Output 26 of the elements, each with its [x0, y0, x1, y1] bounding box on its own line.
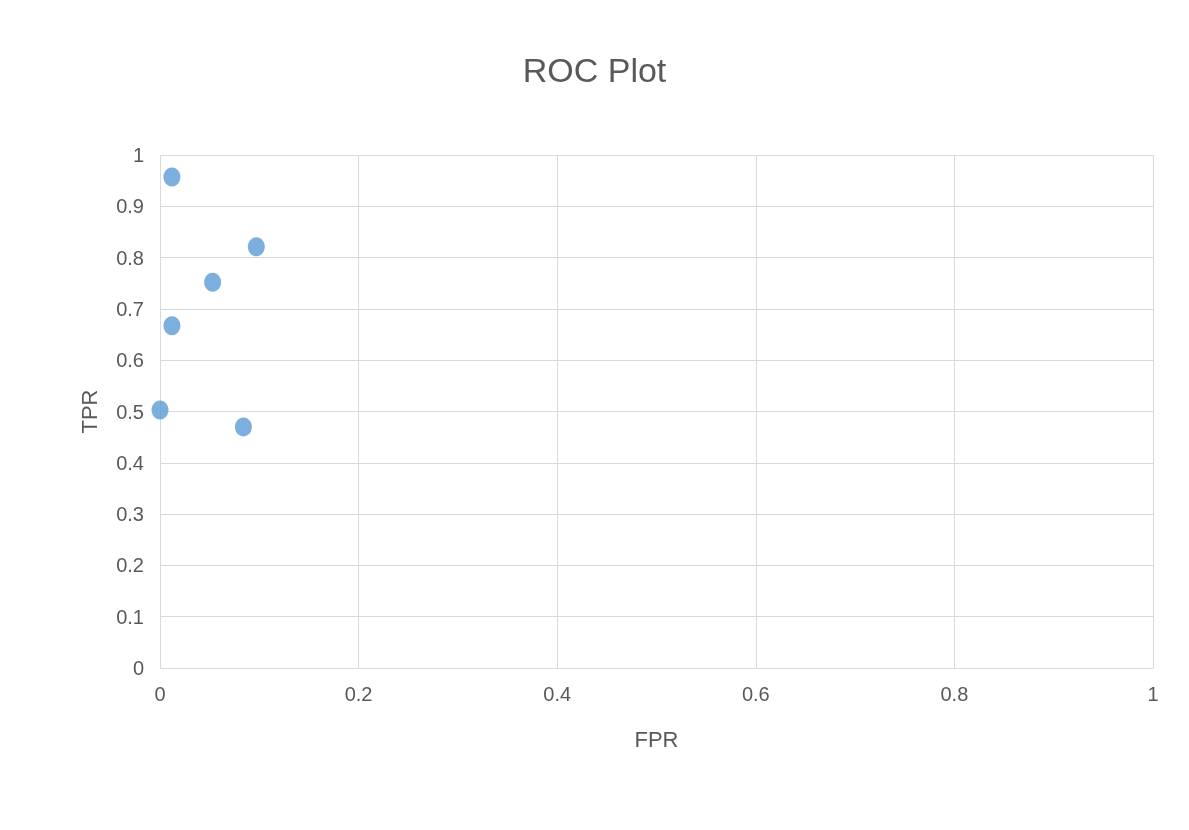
y-tick-label: 0.4: [116, 451, 144, 474]
y-tick-label: 0.3: [116, 503, 144, 526]
y-tick-label: 1: [132, 144, 144, 166]
x-tick-label: 0.6: [741, 683, 770, 705]
y-tick-label: 0.8: [116, 246, 144, 269]
x-tick-label: 0.2: [344, 683, 373, 705]
point: [204, 272, 222, 292]
x-tick-label: 0: [154, 683, 166, 705]
x-tick-label: 0.8: [940, 683, 969, 705]
x-axis-title: FPR: [634, 726, 679, 752]
y-axis-title: TPR: [76, 389, 102, 434]
point: [163, 167, 181, 187]
x-tick-label: 1: [1147, 683, 1159, 705]
point: [163, 316, 181, 336]
y-tick-label: 0.6: [116, 349, 144, 372]
y-tick-label: 0.2: [116, 554, 144, 577]
y-tick-label: 0.1: [116, 605, 144, 628]
y-tick-label: 0: [132, 657, 144, 679]
point: [151, 400, 169, 420]
point: [234, 417, 252, 437]
point: [247, 237, 265, 257]
y-tick-label: 0.9: [116, 195, 144, 218]
y-tick-label: 0.5: [116, 400, 144, 423]
x-tick-label: 0.4: [543, 683, 572, 705]
y-tick-label: 0.7: [116, 297, 144, 320]
chart-title: ROC Plot: [522, 51, 667, 89]
